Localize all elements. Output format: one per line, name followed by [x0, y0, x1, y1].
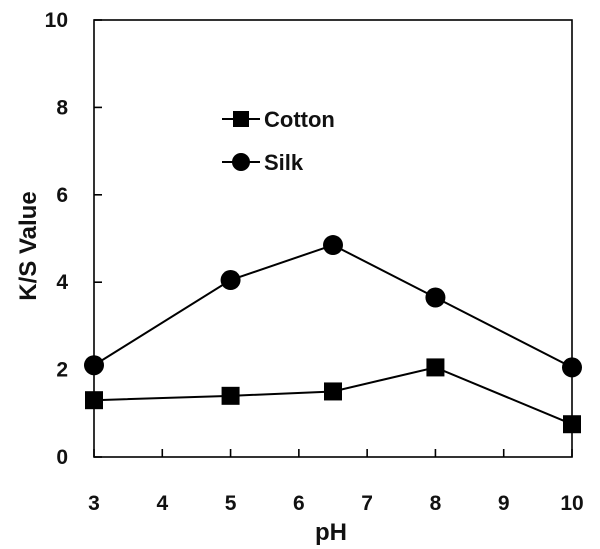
y-tick-label: 4 [56, 271, 68, 294]
cotton-data-point [85, 391, 103, 410]
y-tick-label: 10 [45, 9, 68, 32]
silk-data-point [84, 355, 104, 376]
x-axis: 3 4 5 6 7 8 9 10 [88, 449, 584, 515]
plot-frame [93, 19, 573, 458]
y-axis: 0 2 4 6 8 10 [45, 9, 102, 469]
silk-data-point [562, 357, 582, 378]
series-layer [84, 235, 582, 434]
x-tick-label: 6 [293, 492, 305, 515]
y-tick-label: 2 [56, 359, 68, 382]
y-tick-label: 0 [56, 446, 68, 469]
cotton-data-point [221, 386, 240, 405]
legend-cotton-label: Cotton [264, 107, 335, 132]
y-tick-label: 8 [56, 96, 68, 119]
x-tick-label: 4 [156, 492, 168, 515]
cotton-data-point [324, 382, 342, 401]
plot-area-border [93, 19, 573, 458]
legend: Cotton Silk [222, 107, 335, 175]
x-tick-label: 9 [498, 492, 510, 515]
cotton-data-point [426, 358, 445, 377]
silk-data-point [323, 235, 343, 256]
legend-silk-label: Silk [264, 150, 304, 175]
cotton-data-point [563, 415, 581, 434]
x-tick-label: 8 [430, 492, 442, 515]
y-tick-label: 6 [56, 184, 68, 207]
silk-data-point [425, 287, 446, 308]
x-tick-label: 10 [560, 492, 583, 515]
x-axis-title: pH [315, 519, 347, 546]
x-tick-label: 3 [88, 492, 100, 515]
silk-data-point [220, 270, 241, 291]
y-axis-title: K/S Value [15, 191, 42, 300]
legend-cotton-marker [233, 111, 249, 127]
silk-series-line [93, 243, 573, 369]
x-tick-label: 5 [225, 492, 237, 515]
legend-silk-marker [232, 153, 250, 171]
x-tick-label: 7 [361, 492, 373, 515]
